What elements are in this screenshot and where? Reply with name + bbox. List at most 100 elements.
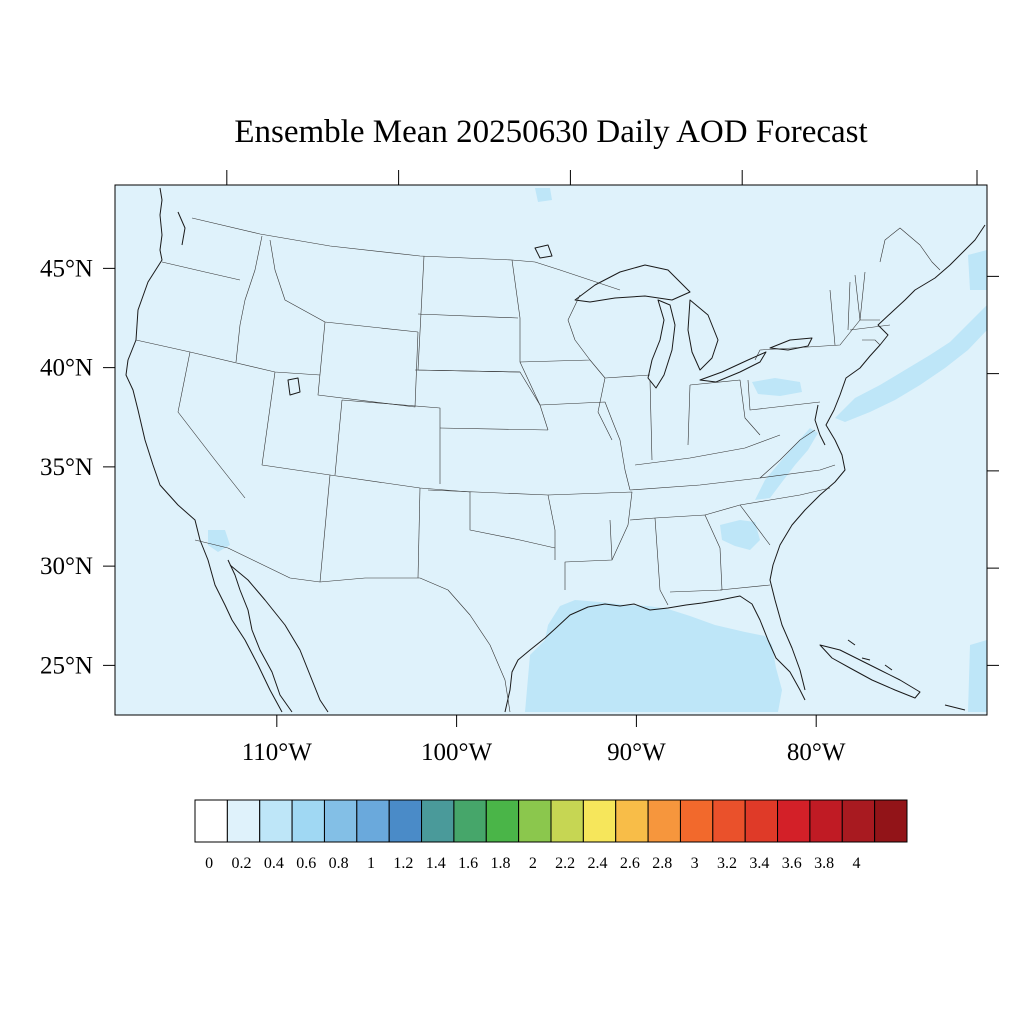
ar-la-border: [547, 491, 633, 590]
colorbar-swatch: [356, 799, 390, 843]
lat-tick-label: 25°N: [40, 652, 93, 679]
wa-or-border: [161, 261, 241, 281]
coastlines: [125, 187, 986, 713]
colorbar-label: 3.6: [782, 855, 802, 872]
aod-plume-caribbean: [968, 640, 987, 712]
colorbar-label: 0.6: [296, 855, 316, 872]
maine-border: [879, 227, 941, 271]
ga-sc-border: [704, 504, 771, 591]
az-nm-border: [319, 474, 331, 583]
colorbar-label: 1.4: [426, 855, 446, 872]
baja-coast: [227, 559, 293, 713]
aod-plume-gulf: [525, 600, 782, 712]
longitude-labels: 110°W 100°W 90°W 80°W: [242, 739, 846, 766]
colorbar-swatch: [647, 799, 681, 843]
colorbar-label: 1.6: [458, 855, 478, 872]
colorbar-swatch: [582, 799, 617, 843]
va-nc-border: [739, 429, 831, 506]
aod-plume-atlantic: [835, 305, 987, 422]
colorbar-swatch: [291, 799, 325, 843]
colorbar-label: 3.8: [814, 855, 834, 872]
aod-plume-maine: [968, 250, 987, 290]
nv-ca-border: [177, 351, 246, 499]
colorbar-swatch: [518, 799, 552, 843]
colorbar-label: 1.2: [393, 855, 413, 872]
aod-plume-east-coast: [755, 428, 818, 500]
map-panel: 25°N 30°N 35°N 40°N 45°N 110°W 100°W 90°W 80°W: [40, 170, 999, 766]
lon-tick-label: 100°W: [421, 739, 492, 766]
ok-border: [427, 489, 556, 560]
state-borders: [135, 217, 941, 713]
aod-plume-canada: [535, 188, 552, 202]
aod-plume-southeast: [720, 520, 760, 550]
lon-tick-label: 110°W: [242, 739, 313, 766]
colorbar-label: 2.8: [652, 855, 672, 872]
colorbar-swatch: [809, 799, 843, 843]
lake-ontario: [769, 337, 813, 351]
map-title: Ensemble Mean 20250630 Daily AOD Forecas…: [234, 114, 867, 150]
lat-tick-label: 40°N: [40, 355, 93, 382]
lon-tick-label: 80°W: [787, 739, 846, 766]
atlantic-coastline: [769, 224, 986, 691]
aod-plume-nm: [208, 530, 230, 552]
colorbar-swatch: [485, 799, 520, 843]
map-frame: [114, 184, 988, 716]
or-ca-nv-border: [135, 339, 321, 376]
nm-tx-border: [417, 487, 421, 579]
pacific-coastline: [125, 187, 283, 713]
great-salt-lake: [287, 377, 301, 396]
colorbar-swatch: [226, 799, 261, 843]
mexico-mainland-coast: [229, 564, 329, 713]
lat-tick-label: 35°N: [40, 454, 93, 481]
gulf-coastline: [504, 595, 806, 713]
ia-mo-border: [519, 361, 631, 491]
lon-tick-label: 90°W: [607, 739, 666, 766]
colorbar-swatch: [874, 799, 908, 843]
colorbar-label: 2: [529, 855, 537, 872]
colorbar-label: 0: [205, 855, 213, 872]
colorbar-label: 2.2: [555, 855, 575, 872]
lat-tick-label: 30°N: [40, 553, 93, 580]
colorbar-swatch: [679, 799, 714, 843]
colorbar-swatch: [388, 799, 423, 843]
colorbar-label: 3.2: [717, 855, 737, 872]
pa-ny-border: [747, 274, 861, 411]
colorbar-label: 3: [691, 855, 699, 872]
colorbar-label: 0.2: [232, 855, 252, 872]
aod-plume-ohio: [752, 378, 802, 396]
colorbar-swatch: [744, 799, 779, 843]
colorbar-swatch: [194, 799, 228, 843]
latitude-labels: 25°N 30°N 35°N 40°N 45°N: [40, 255, 93, 679]
colorbar-swatch: [712, 799, 746, 843]
id-border: [235, 235, 263, 363]
colorbar-swatch: [259, 799, 293, 843]
colorbar-label: 4: [852, 855, 860, 872]
lake-michigan: [647, 299, 676, 389]
lat-tick-label: 45°N: [40, 255, 93, 282]
wi-il-border: [589, 359, 651, 441]
colorbar-swatch: [550, 799, 584, 843]
colorbar-swatch: [841, 799, 876, 843]
chesapeake-bay: [814, 404, 826, 446]
co-border: [334, 399, 441, 484]
colorbar-swatch: [421, 799, 455, 843]
colorbar-label: 0.4: [264, 855, 284, 872]
aod-plumes: [208, 188, 987, 712]
ne-ks-border: [414, 369, 549, 431]
wy-border: [317, 321, 419, 408]
colorbar-label: 2.6: [620, 855, 640, 872]
colorbar-label: 1.8: [490, 855, 510, 872]
lake-superior: [574, 264, 691, 303]
new-england-borders: [829, 271, 891, 346]
lake-of-the-woods: [534, 244, 553, 259]
colorbar-label: 2.4: [588, 855, 608, 872]
colorbar-label: 0.8: [329, 855, 349, 872]
colorbar-swatch: [777, 799, 811, 843]
us-mexico-border: [194, 539, 511, 713]
mt-wy-border: [269, 239, 419, 333]
colorbar-label: 3.4: [749, 855, 769, 872]
colorbar-swatch: [453, 799, 487, 843]
ms-al-border: [609, 514, 723, 606]
bahamas-outline: [847, 639, 966, 711]
